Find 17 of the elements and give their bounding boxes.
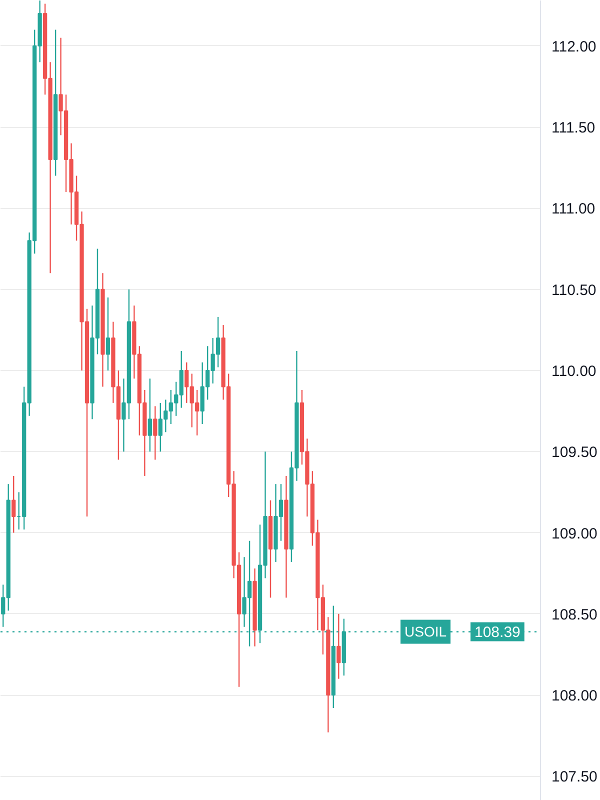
ref-line-label: USOIL <box>404 624 447 640</box>
y-tick-label: 107.50 <box>552 768 598 786</box>
y-tick-label: 108.50 <box>552 606 598 624</box>
y-tick-label: 110.50 <box>552 282 596 299</box>
candlestick <box>12 475 16 534</box>
candlestick <box>153 406 158 460</box>
candlestick <box>336 613 341 680</box>
y-tick-label: 109.00 <box>552 525 598 542</box>
candlestick <box>148 378 152 452</box>
y-tick-label: 112.00 <box>552 38 596 56</box>
y-tick-label: 109.50 <box>552 444 598 462</box>
y-tick-label: 111.00 <box>552 200 596 218</box>
y-tick-label: 111.50 <box>552 120 596 137</box>
candlestick <box>106 296 110 372</box>
annotation: 108.39 <box>474 624 520 642</box>
y-tick-label: 108.00 <box>552 688 598 705</box>
y-tick-label: 110.00 <box>552 362 596 380</box>
